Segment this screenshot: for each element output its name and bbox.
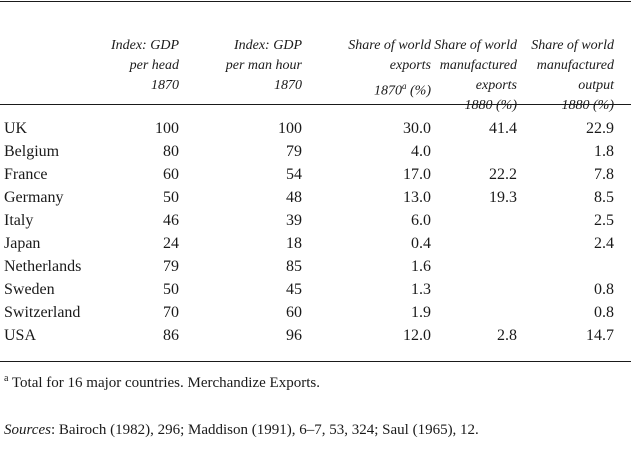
sources-text: : Bairoch (1982), 296; Maddison (1991), … <box>50 422 479 438</box>
gdp-per-head-cell: 80 <box>163 143 179 160</box>
table-row: Netherlands 79 85 1.6 <box>0 255 631 278</box>
country-cell: Netherlands <box>4 258 82 275</box>
gdp-per-man-hour-cell: 18 <box>286 235 302 252</box>
share-manuf-output-cell: 2.4 <box>594 235 614 252</box>
share-exports-cell: 17.0 <box>403 166 431 183</box>
column-header-share-manufactured-exports: Share of world manufactured exports 1880… <box>434 38 517 113</box>
share-manuf-output-cell: 0.8 <box>594 281 614 298</box>
gdp-per-head-cell: 70 <box>163 304 179 321</box>
gdp-per-man-hour-cell: 54 <box>286 166 302 183</box>
table-top-rule <box>0 1 631 2</box>
country-cell: Switzerland <box>4 304 81 321</box>
footnote-marker: a <box>402 81 407 91</box>
column-header-share-manufactured-output: Share of world manufactured output 1880 … <box>531 38 614 113</box>
gdp-per-head-cell: 46 <box>163 212 179 229</box>
share-manuf-exports-cell: 22.2 <box>489 166 517 183</box>
table-bottom-rule <box>0 361 631 362</box>
share-exports-cell: 12.0 <box>403 327 431 344</box>
gdp-per-man-hour-cell: 48 <box>286 189 302 206</box>
table-row: USA 86 96 12.0 2.8 14.7 <box>0 324 631 347</box>
column-header-gdp-per-head: Index: GDP per head 1870 <box>110 38 179 93</box>
share-manuf-output-cell: 1.8 <box>594 143 614 160</box>
table-row: Belgium 80 79 4.0 1.8 <box>0 140 631 163</box>
table-footnote: a Total for 16 major countries. Merchand… <box>4 373 320 391</box>
country-cell: Japan <box>4 235 41 252</box>
table-row: France 60 54 17.0 22.2 7.8 <box>0 163 631 186</box>
share-exports-cell: 4.0 <box>411 143 431 160</box>
gdp-per-man-hour-cell: 45 <box>286 281 302 298</box>
column-header-gdp-per-man-hour: Index: GDP per man hour 1870 <box>225 38 302 93</box>
share-manuf-output-cell: 2.5 <box>594 212 614 229</box>
share-manuf-exports-cell: 41.4 <box>489 120 517 137</box>
share-manuf-exports-cell: 19.3 <box>489 189 517 206</box>
table-row: UK 100 100 30.0 41.4 22.9 <box>0 117 631 140</box>
share-manuf-output-cell: 8.5 <box>594 189 614 206</box>
gdp-per-man-hour-cell: 100 <box>278 120 302 137</box>
sources-note: Sources: Bairoch (1982), 296; Maddison (… <box>4 420 624 441</box>
share-exports-cell: 30.0 <box>403 120 431 137</box>
gdp-per-man-hour-cell: 60 <box>286 304 302 321</box>
gdp-per-head-cell: 50 <box>163 281 179 298</box>
share-manuf-exports-cell: 2.8 <box>497 327 517 344</box>
gdp-per-man-hour-cell: 39 <box>286 212 302 229</box>
table-row: Germany 50 48 13.0 19.3 8.5 <box>0 186 631 209</box>
share-exports-cell: 13.0 <box>403 189 431 206</box>
share-exports-cell: 6.0 <box>411 212 431 229</box>
gdp-per-head-cell: 79 <box>163 258 179 275</box>
gdp-per-man-hour-cell: 85 <box>286 258 302 275</box>
share-exports-cell: 1.9 <box>411 304 431 321</box>
table-row: Sweden 50 45 1.3 0.8 <box>0 278 631 301</box>
share-manuf-output-cell: 14.7 <box>586 327 614 344</box>
footnote-marker: a <box>4 373 9 384</box>
share-manuf-output-cell: 0.8 <box>594 304 614 321</box>
share-exports-cell: 1.3 <box>411 281 431 298</box>
share-exports-cell: 0.4 <box>411 235 431 252</box>
table-row: Switzerland 70 60 1.9 0.8 <box>0 301 631 324</box>
country-cell: Italy <box>4 212 34 229</box>
table-row: Japan 24 18 0.4 2.4 <box>0 232 631 255</box>
column-header-share-world-exports: Share of world exports 1870a (%) <box>348 38 431 99</box>
country-cell: Germany <box>4 189 64 206</box>
gdp-per-head-cell: 24 <box>163 235 179 252</box>
country-cell: France <box>4 166 48 183</box>
share-exports-cell: 1.6 <box>411 258 431 275</box>
country-cell: UK <box>4 120 28 137</box>
country-cell: USA <box>4 327 37 344</box>
header-rule <box>0 104 631 105</box>
gdp-per-man-hour-cell: 79 <box>286 143 302 160</box>
country-cell: Sweden <box>4 281 55 298</box>
gdp-per-head-cell: 100 <box>155 120 179 137</box>
share-manuf-output-cell: 22.9 <box>586 120 614 137</box>
country-cell: Belgium <box>4 143 60 160</box>
gdp-per-man-hour-cell: 96 <box>286 327 302 344</box>
gdp-per-head-cell: 50 <box>163 189 179 206</box>
gdp-per-head-cell: 60 <box>163 166 179 183</box>
table-row: Italy 46 39 6.0 2.5 <box>0 209 631 232</box>
sources-label: Sources <box>4 422 51 438</box>
gdp-per-head-cell: 86 <box>163 327 179 344</box>
share-manuf-output-cell: 7.8 <box>594 166 614 183</box>
